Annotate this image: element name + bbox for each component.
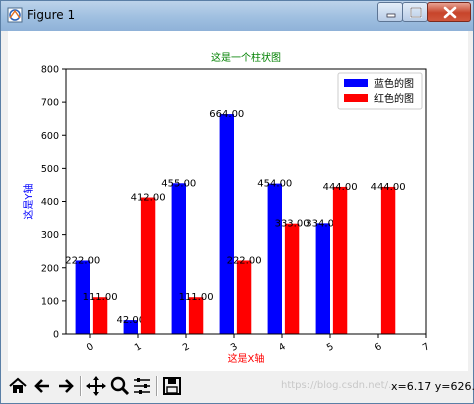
y-tick-label: 500 [41,164,59,175]
y-tick-label: 0 [53,330,59,341]
home-icon [9,377,27,393]
figure-app-icon [7,7,23,23]
bar-value-label: 111.00 [83,292,118,303]
bar-value-label: 444.00 [371,182,406,193]
configure-subplots-icon [134,378,150,394]
y-tick-label: 600 [41,131,59,142]
y-tick-label: 300 [41,230,59,241]
forward-button[interactable] [55,375,77,397]
legend-swatch-blue [344,79,368,87]
minimize-icon [386,13,396,18]
cursor-coordinates: x=6.17 y=626. [391,380,474,393]
bar-value-label: 111.00 [179,292,214,303]
bar-value-label: 454.00 [257,179,292,190]
x-tick-label: 5 [325,341,336,354]
bar-value-label: 412.00 [131,193,166,204]
x-tick-label: 3 [229,341,240,354]
legend-label-red: 红色的图 [374,92,414,105]
maximize-button[interactable] [402,2,428,22]
watermark-text: https://blog.csdn.net/... [281,380,398,391]
toolbar-separator [156,376,158,396]
save-button[interactable] [161,375,183,397]
legend-label-blue: 蓝色的图 [374,77,414,90]
window-title: Figure 1 [27,8,76,22]
chart-title: 这是一个柱状图 [211,51,281,64]
bar-red-4 [284,223,300,334]
pan-icon [86,376,106,396]
y-tick-label: 200 [41,263,59,274]
figure-canvas[interactable]: 这是一个柱状图 222.00 42.00 455.00 664.00 454.00 334.… [8,31,468,371]
bar-blue-2 [171,183,186,334]
pan-button[interactable] [85,375,107,397]
minimize-button[interactable] [377,2,403,22]
x-tick-label: 4 [277,341,288,354]
navigation-toolbar: https://blog.csdn.net/... x=6.17 y=626. [1,371,474,403]
home-button[interactable] [7,375,29,397]
x-axis-label: 这是X轴 [228,352,265,365]
bar-blue-3 [219,114,234,334]
y-axis-label: 这是Y轴 [22,183,35,219]
bar-red-1 [140,197,156,334]
bar-value-label: 664.00 [209,109,244,120]
bar-chart: 这是一个柱状图 222.00 42.00 455.00 664.00 454.00 334.… [22,51,432,365]
bar-red-6 [380,186,396,334]
forward-icon [59,379,74,393]
bar-value-label: 444.00 [323,182,358,193]
legend-swatch-red [344,94,368,102]
x-tick-label: 0 [85,341,96,354]
close-icon [443,6,457,19]
close-button[interactable] [427,2,471,22]
bar-blue-5 [315,223,330,334]
bar-value-label: 222.00 [227,255,262,266]
bar-blue-1 [123,320,138,334]
bar-value-label: 42.00 [116,315,145,326]
bar-value-label: 455.00 [161,178,196,189]
bar-value-label: 222.00 [65,255,100,266]
zoom-icon [110,376,130,396]
x-tick-label: 7 [421,341,432,354]
toolbar-separator [80,376,82,396]
bar-value-label: 334.00 [305,218,340,229]
y-tick-label: 100 [41,296,59,307]
back-button[interactable] [31,375,53,397]
bar-red-3 [236,260,252,334]
bar-blue-4 [267,183,282,334]
y-tick-label: 800 [41,65,59,76]
back-icon [34,379,49,393]
x-tick-label: 2 [181,341,192,354]
bar-value-label: 333.00 [275,219,310,230]
y-tick-label: 700 [41,98,59,109]
bar-red-5 [332,186,348,334]
bar-blue-0 [75,260,90,334]
x-tick-label: 1 [133,341,144,354]
zoom-button[interactable] [109,375,131,397]
title-bar[interactable]: Figure 1 [1,1,473,31]
save-icon [163,377,181,395]
x-tick-label: 6 [373,341,384,354]
maximize-icon [410,7,422,18]
configure-subplots-button[interactable] [131,375,153,397]
y-tick-label: 400 [41,197,59,208]
bar-red-2 [188,297,204,334]
bar-red-0 [92,297,108,334]
